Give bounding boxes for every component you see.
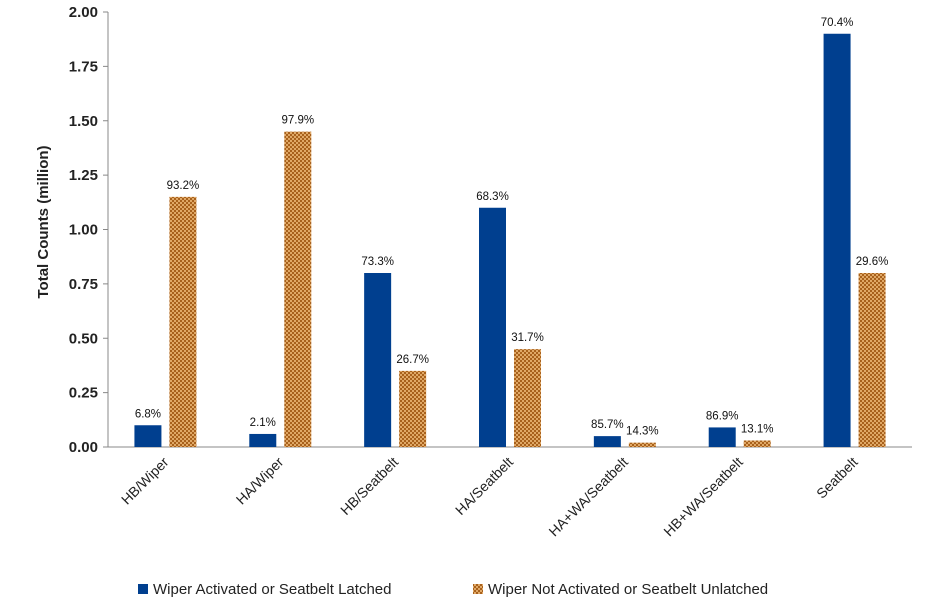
data-label-activated-4: 85.7% [591,419,624,431]
legend-swatch-series-2 [473,584,483,594]
y-tick-label: 1.75 [69,58,98,75]
data-label-not-activated-2: 26.7% [396,354,429,366]
legend-swatch-series-1 [138,584,148,594]
y-tick-label: 0.25 [69,385,98,402]
data-labels: 6.8% 93.2% 2.1% 97.9% 73.3% 26.7% 68.3% 31.7% 85… [135,17,889,438]
x-tick-label: HB+WA/Seatbelt [660,454,746,540]
legend-label-series-1: Wiper Activated or Seatbelt Latched [153,581,391,598]
bar-activated-0 [134,425,162,447]
y-tick-label: 1.00 [69,222,98,239]
data-label-activated-0: 6.8% [135,408,161,420]
x-axis-labels: HB/Wiper HA/Wiper HB/Seatbelt HA/Seatbelt HA… [118,454,861,540]
data-label-not-activated-1: 97.9% [281,115,314,127]
bar-activated-6 [823,33,851,447]
legend-label-series-2: Wiper Not Activated or Seatbelt Unlatche… [488,581,768,598]
y-tick-label: 0.75 [69,276,98,293]
bar-activated-1 [249,433,277,447]
data-label-activated-1: 2.1% [250,417,276,429]
data-label-not-activated-4: 14.3% [626,426,659,438]
bar-activated-2 [364,273,392,447]
data-label-activated-6: 70.4% [821,17,854,29]
data-label-not-activated-6: 29.6% [856,256,889,268]
data-label-activated-5: 86.9% [706,410,739,422]
data-label-not-activated-5: 13.1% [741,423,774,435]
bar-activated-5 [708,427,736,447]
y-tick-label: 2.00 [69,4,98,21]
bars [134,33,886,447]
x-tick-label: HB/Wiper [118,454,172,508]
axes [107,12,912,448]
y-axis-title: Total Counts (million) [35,145,52,298]
data-label-not-activated-0: 93.2% [167,180,200,192]
bar-not-activated-1 [284,131,312,447]
y-axis-ticks: 0.00 0.25 0.50 0.75 1.00 1.25 1.50 1.75 2.00 [69,4,108,456]
x-tick-label: HA/Seatbelt [452,454,516,518]
bar-not-activated-4 [628,442,656,447]
bar-not-activated-3 [514,349,541,447]
bar-not-activated-6 [858,273,886,447]
data-label-not-activated-3: 31.7% [511,332,544,344]
y-tick-label: 1.25 [69,167,98,184]
bar-not-activated-5 [743,440,771,447]
y-tick-label: 1.50 [69,113,98,130]
bar-activated-4 [593,436,621,447]
data-label-activated-2: 73.3% [361,256,394,268]
y-tick-label: 0.50 [69,330,98,347]
y-tick-label: 0.00 [69,439,98,456]
x-tick-label: Seatbelt [813,454,861,502]
bar-not-activated-0 [169,196,197,447]
x-tick-label: HA/Wiper [233,454,287,508]
bar-activated-3 [479,207,506,447]
legend: Wiper Activated or Seatbelt Latched Wipe… [138,581,768,598]
y-axis-title-group: Total Counts (million) [35,145,52,298]
x-tick-label: HB/Seatbelt [337,454,401,518]
bar-not-activated-2 [399,370,427,447]
x-tick-label: HA+WA/Seatbelt [545,454,631,540]
data-label-activated-3: 68.3% [476,191,509,203]
